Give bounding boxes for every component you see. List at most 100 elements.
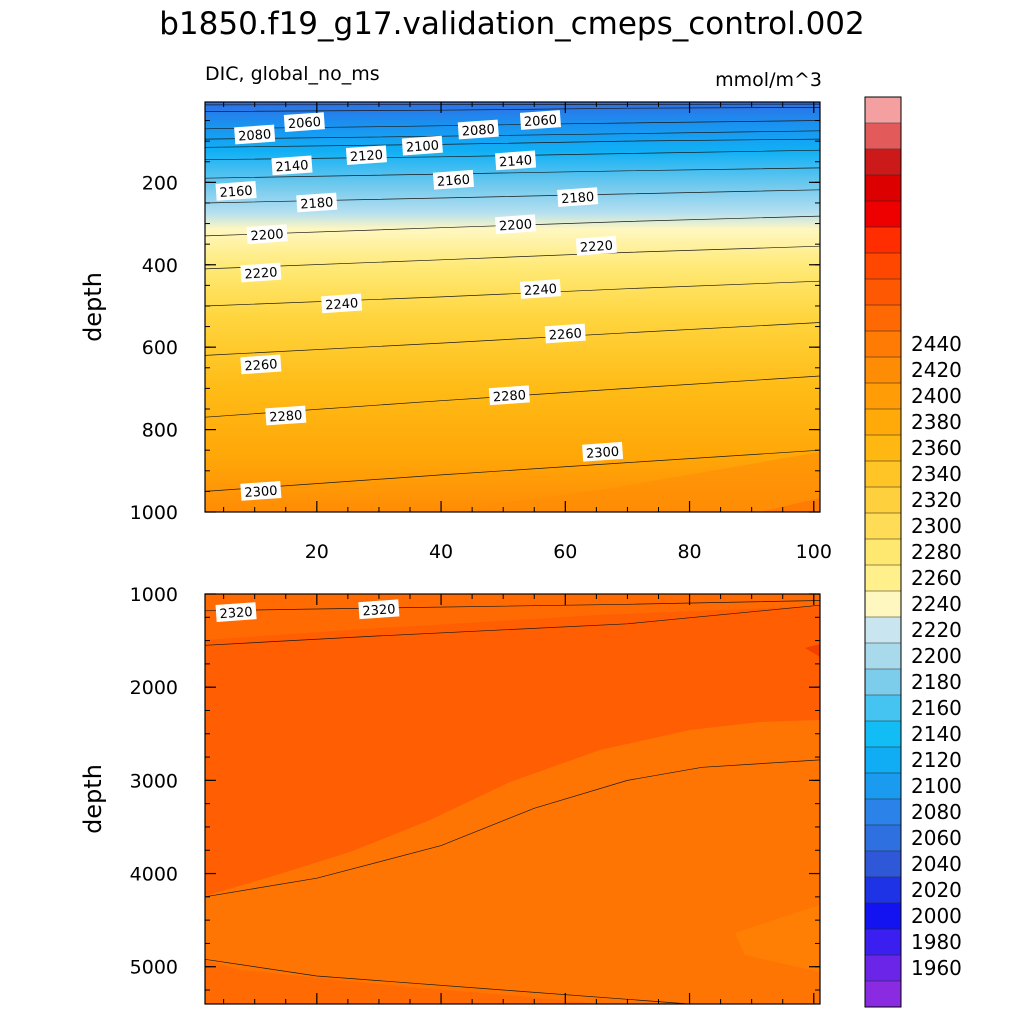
lower-contour-2320 <box>204 600 821 612</box>
colorbar-box <box>865 175 901 202</box>
upper-contour-label: 2260 <box>240 354 282 375</box>
colorbar-box <box>865 149 901 176</box>
upper-x-axis: 20 40 60 80 100 <box>223 102 832 563</box>
colorbar-tick-label: 2100 <box>911 774 962 798</box>
label-box <box>345 145 388 165</box>
colorbar-box <box>865 357 901 384</box>
x-tick-label: 20 <box>305 541 329 563</box>
contour-label-text: 2320 <box>219 605 253 622</box>
contour-label-text: 2260 <box>244 357 278 374</box>
colorbar-box <box>865 227 901 254</box>
contour-label-text: 2260 <box>548 326 582 343</box>
label-box <box>215 181 257 201</box>
colorbar-box <box>865 825 901 852</box>
colorbar-box <box>865 123 901 150</box>
lower-contour-label: 2320 <box>358 599 400 619</box>
upper-contour-label: 2300 <box>582 441 624 462</box>
y-tick-label: 5000 <box>130 957 178 979</box>
upper-contour-label: 2080 <box>457 119 499 140</box>
colorbar-tick-label: 2360 <box>911 436 962 460</box>
colorbar-box <box>865 383 901 410</box>
label-box <box>246 224 288 245</box>
upper-contour-label: 2280 <box>265 405 307 426</box>
label-box <box>240 354 282 375</box>
colorbar-tick-label: 2380 <box>911 410 962 434</box>
contour-label-text: 2160 <box>437 173 471 190</box>
colorbar-tick-label: 2340 <box>911 462 962 486</box>
contour-label-text: 2080 <box>238 127 272 144</box>
contour-label-text: 2200 <box>499 217 533 234</box>
upper-contour-label: 2140 <box>495 150 537 171</box>
contour-label-text: 2180 <box>300 195 334 212</box>
lower-contour-2340 <box>204 604 821 646</box>
upper-contour-2300 <box>204 449 821 492</box>
x-tick-label: 60 <box>553 541 577 563</box>
colorbar-box <box>865 695 901 722</box>
colorbar-box <box>865 513 901 540</box>
upper-contour-2260 <box>204 322 821 356</box>
upper-contour-2280 <box>204 375 821 418</box>
contour-label-text: 2300 <box>244 484 278 501</box>
lower-bottom-region <box>205 960 600 1004</box>
upper-deep-orange-region <box>435 452 820 512</box>
contour-label-text: 2320 <box>362 602 396 619</box>
label-box <box>215 602 257 622</box>
contour-label-text: 2140 <box>275 158 309 175</box>
colorbar-box <box>865 721 901 748</box>
label-box <box>582 441 624 462</box>
label-box <box>519 279 562 299</box>
colorbar-box <box>865 955 901 982</box>
lower-contour-labels: 2320 2320 <box>215 599 400 622</box>
colorbar-tick-label: 2420 <box>911 358 962 382</box>
upper-contour-2120 <box>204 138 821 148</box>
label-box <box>296 192 338 213</box>
colorbar-box <box>865 97 901 124</box>
figure-title: b1850.f19_g17.validation_cmeps_control.0… <box>159 6 865 42</box>
colorbar-tick-label: 2200 <box>911 644 962 668</box>
label-box <box>283 112 325 132</box>
colorbar-box <box>865 253 901 280</box>
contour-label-text: 2300 <box>586 445 620 462</box>
upper-contour-label: 2160 <box>215 181 257 201</box>
label-box <box>575 235 617 256</box>
upper-contour-label: 2060 <box>283 112 325 132</box>
contour-label-text: 2240 <box>325 296 359 313</box>
contour-label-text: 2060 <box>287 115 321 132</box>
upper-contour-label: 2160 <box>432 169 475 190</box>
upper-bottom-right-region <box>760 498 820 512</box>
y-tick-label: 3000 <box>130 770 178 792</box>
x-tick-label: 100 <box>796 541 832 563</box>
upper-contour-labels: 2060 2080 2080 2060 2100 2120 2140 2140 2160 2160… <box>215 110 624 501</box>
contour-label-text: 2140 <box>499 153 533 170</box>
lower-panel: 2320 2320 1000 2000 3000 4000 5000 depth <box>79 584 821 1005</box>
contour-label-text: 2160 <box>219 184 253 201</box>
upper-plot-frame <box>204 101 821 513</box>
colorbar-box <box>865 877 901 904</box>
colorbar-box <box>865 279 901 306</box>
colorbar-tick-label: 2180 <box>911 670 962 694</box>
label-box <box>321 293 363 314</box>
y-tick-label: 800 <box>142 420 178 442</box>
upper-contour-label: 2100 <box>401 135 443 156</box>
upper-y-axis-label: depth <box>79 272 107 342</box>
x-tick-label: 80 <box>677 541 701 563</box>
colorbar-tick-label: 2440 <box>911 332 962 356</box>
upper-contour-label: 2180 <box>557 187 599 207</box>
y-tick-label: 400 <box>142 255 178 277</box>
colorbar-box <box>865 643 901 670</box>
upper-contour-label: 2240 <box>321 293 363 314</box>
label-box <box>234 124 276 145</box>
contour-label-text: 2220 <box>579 239 613 256</box>
y-tick-label: 600 <box>142 337 178 359</box>
lower-right-edge-patch <box>805 644 820 657</box>
upper-contour-label: 2200 <box>495 214 537 234</box>
colorbar-tick-label: 2160 <box>911 696 962 720</box>
label-box <box>432 169 475 190</box>
upper-contour-2060 <box>204 107 821 112</box>
colorbar-box <box>865 539 901 566</box>
colorbar-box <box>865 929 901 956</box>
upper-contour-label: 2200 <box>246 224 288 245</box>
colorbar-tick-label: 2080 <box>911 800 962 824</box>
lower-y-axis: 1000 2000 3000 4000 5000 <box>130 584 820 991</box>
y-tick-label: 200 <box>142 172 178 194</box>
